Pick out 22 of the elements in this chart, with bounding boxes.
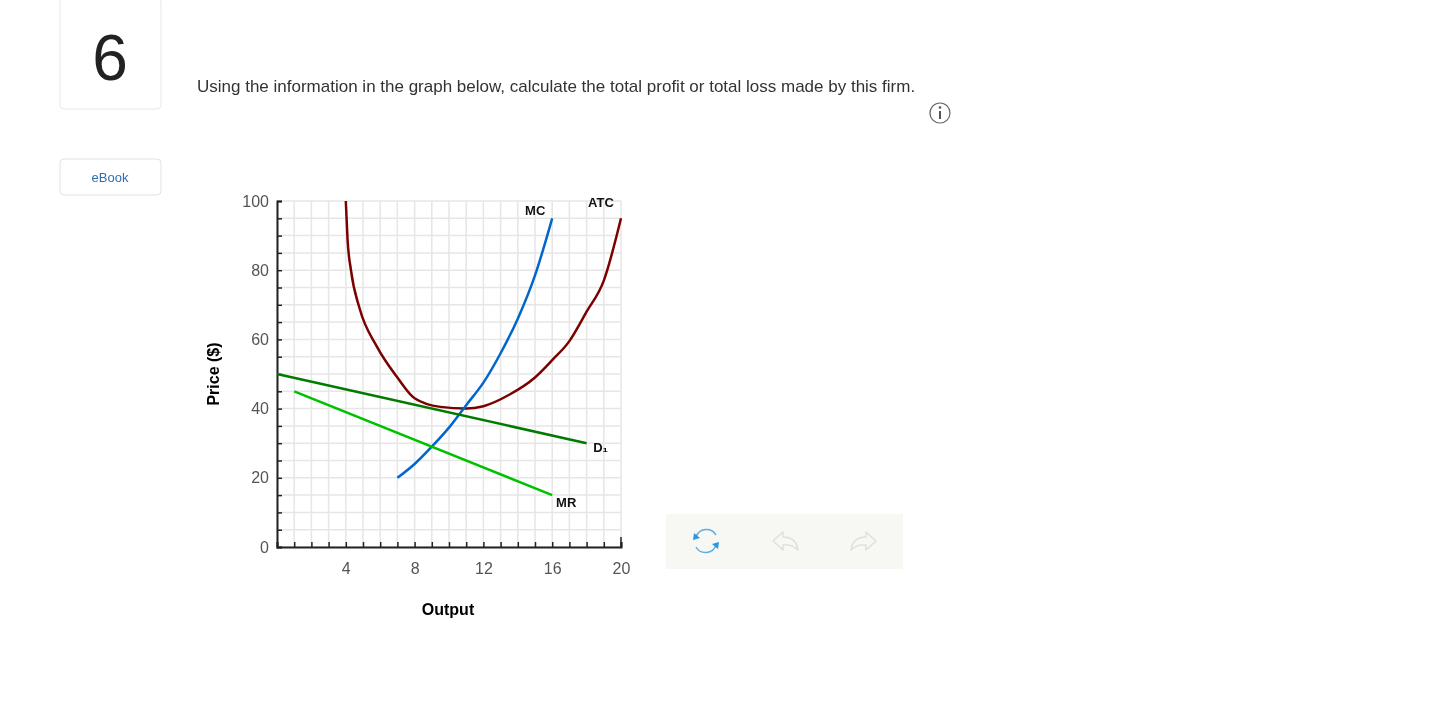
y-tick-label: 100 [242,192,270,210]
x-tick-label: 16 [543,559,562,577]
y-tick-label: 80 [251,261,270,279]
y-tick-label: 40 [251,400,270,418]
chart-title: Using the information in the graph below, calculate the total profit or total loss made by this firm. [197,77,916,96]
x-tick-label: 12 [475,559,493,577]
series-label: ATC [588,195,615,211]
y-tick-label: 0 [260,538,270,556]
line-series [396,217,554,480]
series-label: MC [525,203,546,219]
x-tick-label: 8 [410,559,420,577]
series-label: MR [556,495,577,511]
x-tick-label: 4 [341,559,351,577]
y-axis-title: Price ($) [205,342,222,406]
y-tick-label: 20 [251,469,270,487]
text: 6 [92,22,128,94]
x-tick-label: 20 [612,559,631,577]
x-axis-title: Output [421,601,475,618]
y-tick-label: 60 [251,331,270,349]
text: eBook [91,170,129,185]
series-label: D₁ [593,440,608,456]
line-series [344,199,623,410]
